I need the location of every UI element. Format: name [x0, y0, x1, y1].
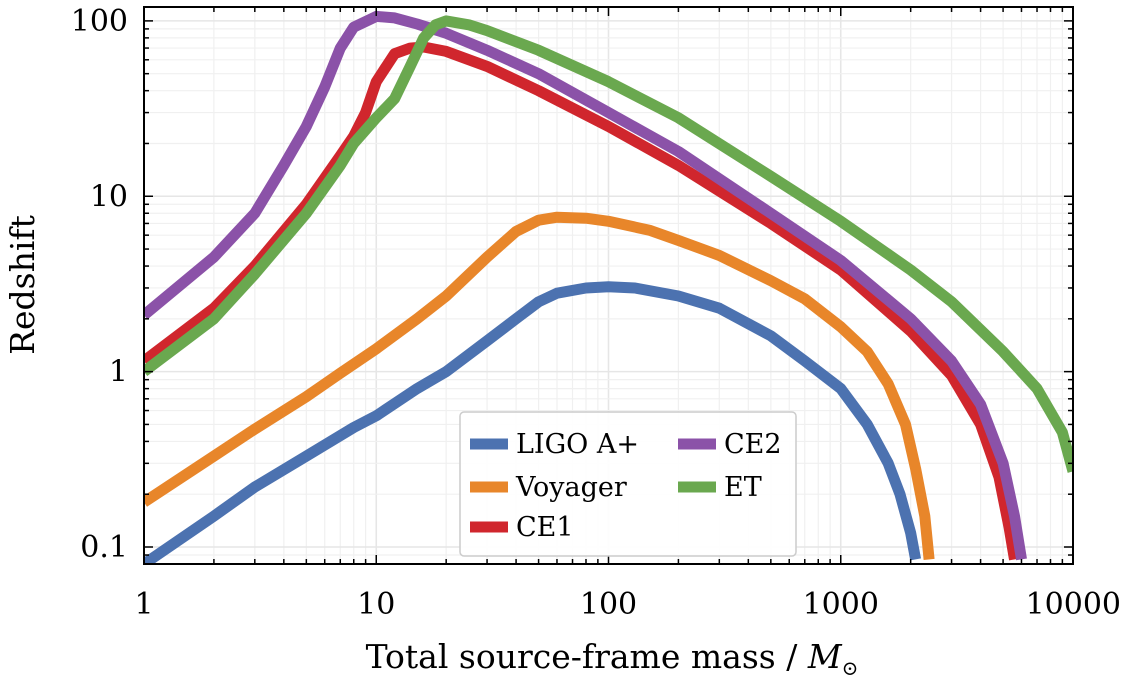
y-tick-label: 10 [90, 179, 128, 214]
legend-label: CE2 [724, 429, 782, 460]
legend-label: ET [724, 472, 762, 503]
legend-label: LIGO A+ [516, 429, 639, 460]
series-line-1 [144, 281, 922, 564]
y-tick-labels: 0.1 1 10 100 [71, 4, 128, 565]
y-tick-label: 0.1 [80, 530, 128, 565]
legend: LIGO A+ Voyager CE1 CE2 ET [459, 411, 797, 557]
x-tick-labels: 1 10 100 1000 10000 [134, 587, 1121, 622]
x-tick-label: 100 [580, 587, 637, 622]
y-tick-label: 1 [109, 355, 128, 390]
y-axis-title: Redshift [3, 215, 42, 355]
ticks [143, 7, 1074, 565]
y-tick-label: 100 [71, 4, 128, 39]
series-layer [144, 10, 1073, 564]
legend-label: Voyager [515, 472, 627, 503]
x-axis-title: Total source-frame mass / M⊙ [366, 637, 859, 680]
x-tick-label: 1000 [803, 587, 879, 622]
series-line-5 [144, 15, 1073, 473]
series-line-2 [144, 211, 935, 560]
series-line-4 [144, 10, 1027, 561]
x-axis-title-symbol: M [807, 637, 843, 676]
legend-label: CE1 [516, 512, 574, 543]
x-tick-label: 10000 [1026, 587, 1121, 622]
x-axis-title-subscript: ⊙ [842, 656, 859, 680]
x-tick-label: 10 [357, 587, 395, 622]
x-tick-label: 1 [134, 587, 153, 622]
